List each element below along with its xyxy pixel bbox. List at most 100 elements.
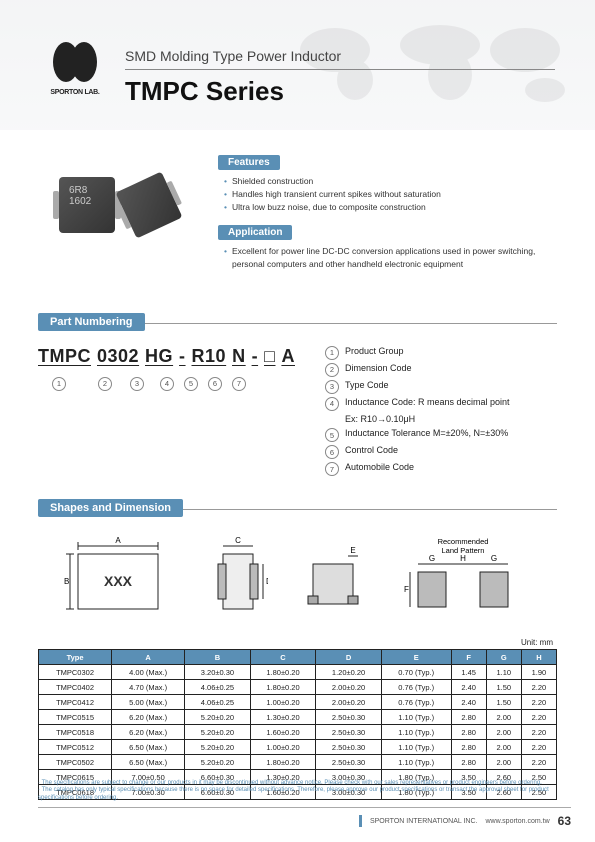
marker-6: 6 bbox=[208, 377, 222, 391]
table-header: E bbox=[381, 650, 451, 665]
svg-text:B: B bbox=[64, 577, 69, 586]
features-list: Shielded construction Handles high trans… bbox=[224, 175, 557, 213]
legend-text: Dimension Code bbox=[345, 363, 412, 377]
side-view-diagram: C D bbox=[208, 534, 268, 624]
table-cell: 2.50±0.30 bbox=[316, 740, 382, 755]
table-cell: 1.10 (Typ.) bbox=[381, 710, 451, 725]
table-cell: 2.50±0.30 bbox=[316, 725, 382, 740]
pn-seg-7: A bbox=[281, 346, 295, 367]
svg-text:Recommended: Recommended bbox=[438, 537, 489, 546]
svg-text:G: G bbox=[429, 554, 435, 563]
table-cell: 5.00 (Max.) bbox=[112, 695, 185, 710]
table-cell: TMPC0302 bbox=[39, 665, 112, 680]
table-header: F bbox=[451, 650, 486, 665]
table-cell: TMPC0412 bbox=[39, 695, 112, 710]
marker-7: 7 bbox=[232, 377, 246, 391]
table-header: A bbox=[112, 650, 185, 665]
table-cell: 6.50 (Max.) bbox=[112, 740, 185, 755]
table-header: G bbox=[486, 650, 521, 665]
table-cell: 5.20±0.20 bbox=[185, 710, 251, 725]
legend-marker: 3 bbox=[325, 380, 339, 394]
table-row: TMPC03024.00 (Max.)3.20±0.301.80±0.201.2… bbox=[39, 665, 557, 680]
marker-3: 3 bbox=[130, 377, 144, 391]
table-header: B bbox=[185, 650, 251, 665]
company-logo: SPORTON LAB. bbox=[40, 40, 110, 96]
features-badge: Features bbox=[218, 155, 280, 170]
table-cell: 2.50±0.30 bbox=[316, 755, 382, 770]
legend-marker: 1 bbox=[325, 346, 339, 360]
application-item: Excellent for power line DC-DC conversio… bbox=[224, 245, 557, 271]
logo-text: SPORTON LAB. bbox=[40, 89, 110, 96]
legend-text: Inductance Code: R means decimal point bbox=[345, 397, 510, 411]
table-unit: Unit: mm bbox=[38, 638, 557, 647]
table-cell: 1.50 bbox=[486, 680, 521, 695]
part-numbering-badge: Part Numbering bbox=[38, 313, 145, 331]
table-cell: 5.20±0.20 bbox=[185, 725, 251, 740]
legend-subtext: Ex: R10→0.10μH bbox=[345, 414, 415, 426]
table-cell: 1.60±0.20 bbox=[250, 725, 316, 740]
table-cell: 1.10 bbox=[486, 665, 521, 680]
marker-1: 1 bbox=[52, 377, 66, 391]
table-cell: TMPC0502 bbox=[39, 755, 112, 770]
legend-text: Type Code bbox=[345, 380, 389, 394]
table-header: D bbox=[316, 650, 382, 665]
pn-seg-4: R10 bbox=[192, 346, 227, 367]
application-list: Excellent for power line DC-DC conversio… bbox=[224, 245, 557, 271]
table-cell: 0.76 (Typ.) bbox=[381, 680, 451, 695]
page-footer: · The specifications are subject to chan… bbox=[38, 780, 571, 828]
table-cell: 0.70 (Typ.) bbox=[381, 665, 451, 680]
disclaimer-2: The catalog has only typical specificati… bbox=[38, 787, 549, 801]
table-header: Type bbox=[39, 650, 112, 665]
legend-text: Inductance Tolerance M=±20%, N=±30% bbox=[345, 428, 508, 442]
feature-item: Ultra low buzz noise, due to composite c… bbox=[224, 201, 557, 214]
svg-text:C: C bbox=[235, 536, 241, 545]
table-cell: 4.70 (Max.) bbox=[112, 680, 185, 695]
table-row: TMPC05186.20 (Max.)5.20±0.201.60±0.202.5… bbox=[39, 725, 557, 740]
svg-text:D: D bbox=[266, 577, 268, 586]
marker-5: 5 bbox=[184, 377, 198, 391]
legend-marker: 6 bbox=[325, 445, 339, 459]
footer-url: www.sporton.com.tw bbox=[485, 818, 549, 825]
table-cell: 4.06±0.25 bbox=[185, 695, 251, 710]
application-badge: Application bbox=[218, 225, 292, 240]
table-row: TMPC05156.20 (Max.)5.20±0.201.30±0.202.5… bbox=[39, 710, 557, 725]
marker-4: 4 bbox=[160, 377, 174, 391]
table-header: H bbox=[521, 650, 556, 665]
table-cell: 1.50 bbox=[486, 695, 521, 710]
legend-marker: 4 bbox=[325, 397, 339, 411]
table-cell: 1.80±0.20 bbox=[250, 680, 316, 695]
table-cell: TMPC0512 bbox=[39, 740, 112, 755]
table-cell: 1.90 bbox=[521, 665, 556, 680]
legend-text: Control Code bbox=[345, 445, 398, 459]
table-cell: 2.20 bbox=[521, 695, 556, 710]
table-cell: 2.20 bbox=[521, 680, 556, 695]
table-cell: 2.80 bbox=[451, 740, 486, 755]
table-row: TMPC04125.00 (Max.)4.06±0.251.00±0.202.0… bbox=[39, 695, 557, 710]
svg-text:E: E bbox=[350, 546, 355, 555]
feature-item: Handles high transient current spikes wi… bbox=[224, 188, 557, 201]
table-cell: 0.76 (Typ.) bbox=[381, 695, 451, 710]
legend-marker: 5 bbox=[325, 428, 339, 442]
legend-marker: 7 bbox=[325, 462, 339, 476]
table-cell: TMPC0402 bbox=[39, 680, 112, 695]
page-title: TMPC Series bbox=[125, 76, 555, 107]
table-cell: 2.50±0.30 bbox=[316, 710, 382, 725]
table-cell: 2.00 bbox=[486, 755, 521, 770]
inductor-chip-front: 6R81602 bbox=[59, 177, 115, 233]
table-cell: TMPC0518 bbox=[39, 725, 112, 740]
table-row: TMPC04024.70 (Max.)4.06±0.251.80±0.202.0… bbox=[39, 680, 557, 695]
diagram-label: XXX bbox=[104, 573, 133, 589]
svg-text:G: G bbox=[491, 554, 497, 563]
table-cell: 4.00 (Max.) bbox=[112, 665, 185, 680]
table-cell: 1.10 (Typ.) bbox=[381, 725, 451, 740]
subtitle: SMD Molding Type Power Inductor bbox=[125, 48, 555, 64]
chip-marking-1: 6R8 bbox=[69, 185, 87, 196]
marker-2: 2 bbox=[98, 377, 112, 391]
legend-marker: 2 bbox=[325, 363, 339, 377]
table-cell: 4.06±0.25 bbox=[185, 680, 251, 695]
pn-seg-3: HG bbox=[145, 346, 173, 367]
table-cell: 2.20 bbox=[521, 725, 556, 740]
pn-marker-row: 1 2 3 4 5 6 7 bbox=[38, 377, 295, 391]
footer-divider bbox=[38, 807, 571, 808]
pn-dash: - bbox=[179, 346, 186, 367]
